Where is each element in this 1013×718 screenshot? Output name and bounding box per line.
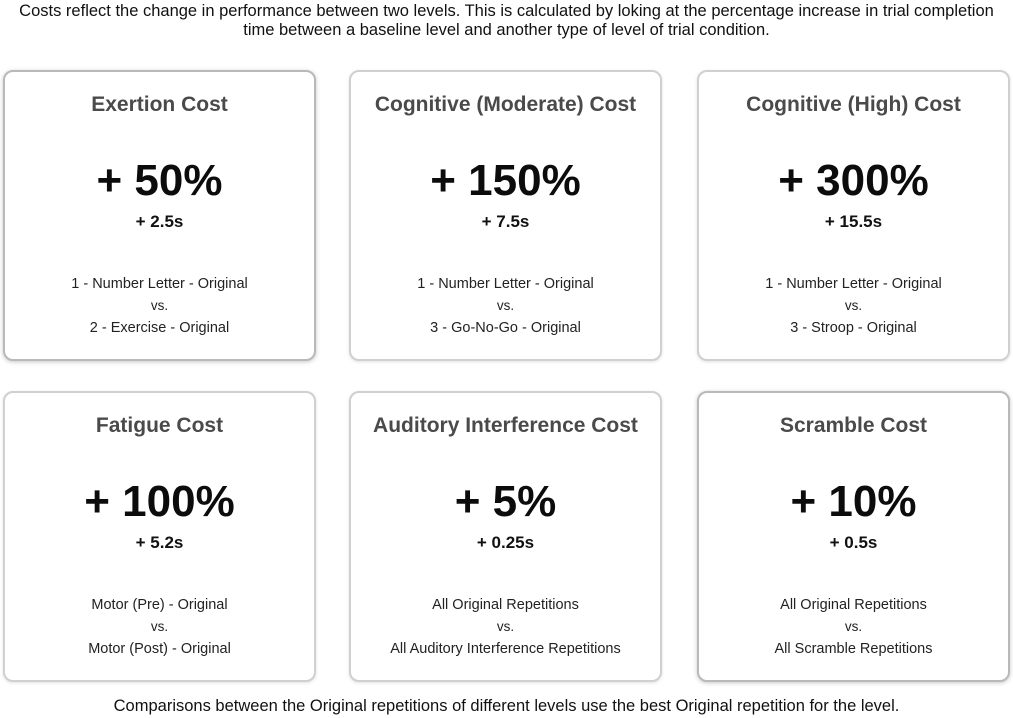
cost-time: + 0.25s [476, 533, 535, 552]
cost-percent: + 100% [84, 477, 235, 526]
baseline-level: 1 - Number Letter - Original [71, 276, 248, 292]
cost-percent: + 300% [778, 156, 929, 205]
cost-percent: + 5% [454, 477, 557, 526]
card-title: Auditory Interference Cost [373, 414, 638, 437]
card-auditory-interference-cost: Auditory Interference Cost + 5% + 0.25s … [349, 391, 662, 682]
comparison-level: 3 - Go-No-Go - Original [430, 320, 581, 336]
comparison-level: 3 - Stroop - Original [790, 320, 917, 336]
cost-time: + 7.5s [481, 212, 530, 231]
versus-label: vs. [844, 298, 863, 313]
baseline-level: 1 - Number Letter - Original [417, 276, 594, 292]
header-note: Costs reflect the change in performance … [0, 2, 1013, 40]
cost-percent: + 10% [790, 477, 917, 526]
cost-time: + 2.5s [135, 212, 184, 231]
cost-time: + 0.5s [829, 533, 878, 552]
card-title: Fatigue Cost [95, 414, 224, 437]
card-title: Cognitive (Moderate) Cost [374, 93, 637, 116]
card-scramble-cost: Scramble Cost + 10% + 0.5s All Original … [697, 391, 1010, 682]
comparison-level: All Scramble Repetitions [774, 641, 933, 657]
comparison-level: All Auditory Interference Repetitions [390, 641, 621, 657]
cost-time: + 15.5s [824, 212, 883, 231]
card-cognitive-moderate-cost: Cognitive (Moderate) Cost + 150% + 7.5s … [349, 70, 662, 361]
versus-label: vs. [844, 619, 863, 634]
card-exertion-cost: Exertion Cost + 50% + 2.5s 1 - Number Le… [3, 70, 316, 361]
card-title: Exertion Cost [91, 93, 228, 116]
versus-label: vs. [496, 298, 515, 313]
versus-label: vs. [150, 298, 169, 313]
card-cognitive-high-cost: Cognitive (High) Cost + 300% + 15.5s 1 -… [697, 70, 1010, 361]
baseline-level: All Original Repetitions [432, 597, 579, 613]
card-title: Scramble Cost [779, 414, 928, 437]
card-title: Cognitive (High) Cost [746, 93, 961, 116]
cost-percent: + 150% [430, 156, 581, 205]
baseline-level: Motor (Pre) - Original [91, 597, 228, 613]
comparison-level: Motor (Post) - Original [88, 641, 231, 657]
footer-note: Comparisons between the Original repetit… [113, 697, 900, 715]
cost-time: + 5.2s [135, 533, 184, 552]
cost-percent: + 50% [96, 156, 223, 205]
versus-label: vs. [496, 619, 515, 634]
header-note-line-1: Costs reflect the change in performance … [19, 2, 994, 20]
versus-label: vs. [150, 619, 169, 634]
comparison-level: 2 - Exercise - Original [89, 320, 230, 336]
header-note-line-2: time between a baseline level and anothe… [243, 21, 770, 39]
card-fatigue-cost: Fatigue Cost + 100% + 5.2s Motor (Pre) -… [3, 391, 316, 682]
baseline-level: All Original Repetitions [780, 597, 927, 613]
baseline-level: 1 - Number Letter - Original [765, 276, 942, 292]
